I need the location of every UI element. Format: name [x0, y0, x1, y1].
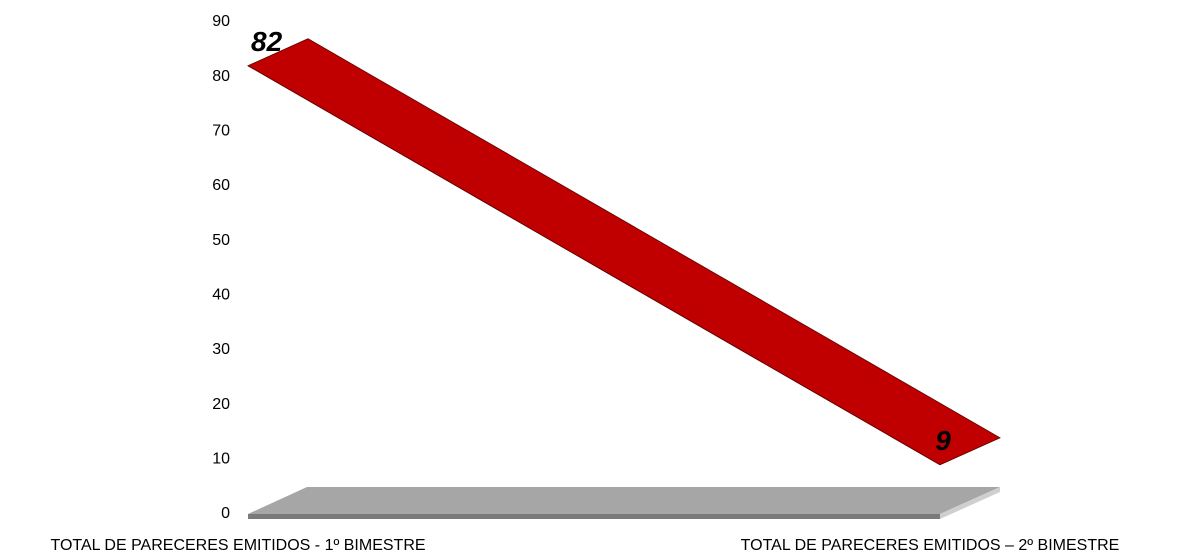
data-label: 82 — [251, 26, 283, 57]
y-tick-label: 60 — [212, 177, 230, 194]
y-tick-label: 50 — [212, 232, 230, 249]
x-tick-label: TOTAL DE PARECERES EMITIDOS – 2º BIMESTR… — [741, 537, 1120, 554]
y-tick-label: 80 — [212, 68, 230, 85]
line-edge — [247, 65, 941, 466]
floor-side — [940, 487, 1000, 519]
ribbon — [247, 38, 1001, 466]
y-tick-label: 20 — [212, 396, 230, 413]
y-tick-label: 70 — [212, 123, 230, 140]
floor-front — [248, 514, 940, 519]
y-tick-label: 40 — [212, 287, 230, 304]
y-tick-label: 10 — [212, 451, 230, 468]
y-tick-label: 90 — [212, 13, 230, 30]
floor-top — [248, 487, 1000, 514]
y-tick-label: 30 — [212, 341, 230, 358]
data-label: 9 — [935, 425, 951, 456]
y-tick-label: 0 — [221, 505, 230, 522]
x-tick-label: TOTAL DE PARECERES EMITIDOS - 1º BIMESTR… — [50, 537, 425, 554]
